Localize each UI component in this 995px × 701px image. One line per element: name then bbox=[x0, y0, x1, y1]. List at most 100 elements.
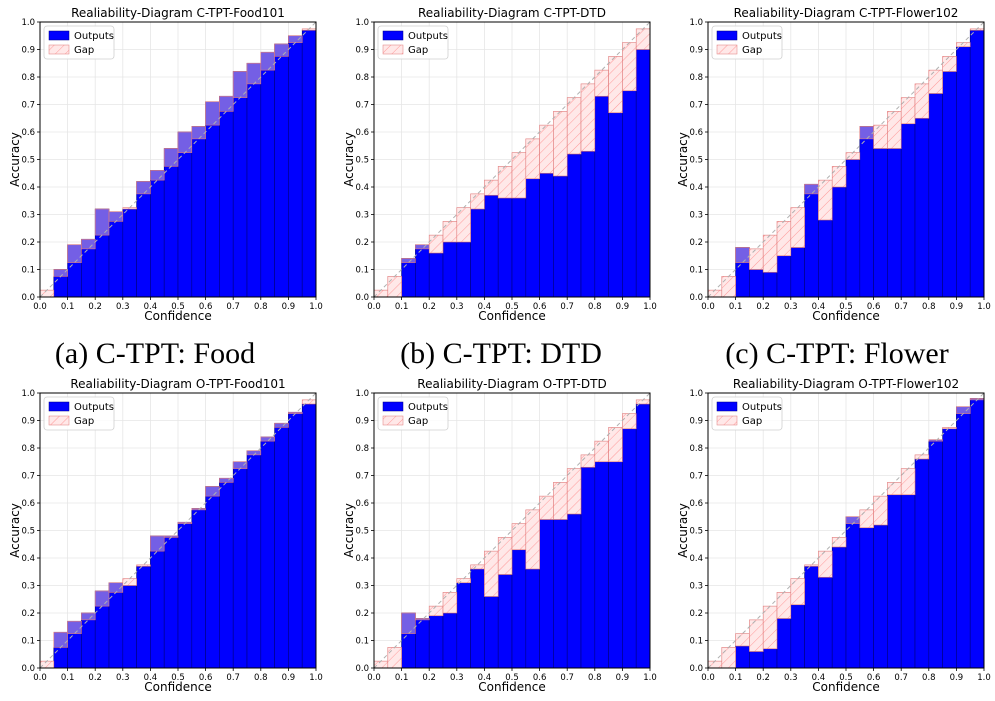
y-tick-label: 0.3 bbox=[689, 582, 703, 592]
x-tick-label: 0.8 bbox=[254, 302, 268, 312]
gap-bar bbox=[859, 126, 874, 140]
x-tick-label: 1.0 bbox=[977, 673, 991, 683]
legend: Outputs Gap bbox=[711, 396, 783, 431]
output-bar bbox=[484, 194, 499, 298]
gap-bar bbox=[191, 126, 206, 140]
x-tick-label: 0.0 bbox=[701, 673, 715, 683]
y-tick-label: 1.0 bbox=[689, 18, 703, 28]
legend-label-outputs: Outputs bbox=[74, 31, 114, 42]
x-tick-label: 0.6 bbox=[867, 302, 881, 312]
y-tick-label: 1.0 bbox=[21, 18, 35, 28]
x-tick-label: 0.1 bbox=[61, 302, 75, 312]
gap-bar bbox=[539, 124, 554, 174]
output-bar bbox=[900, 494, 916, 669]
gap-bar bbox=[735, 633, 750, 647]
output-bar bbox=[804, 565, 819, 669]
output-bar bbox=[762, 271, 778, 298]
x-tick-label: 0.6 bbox=[867, 673, 881, 683]
legend-label-gap: Gap bbox=[408, 416, 428, 427]
reliability-chart-2: 0.00.0 0.1 0.1 0.2 0.2 0.3 0.3 0.4 0.4 0.5 0.5 0.6 0… bbox=[342, 6, 657, 323]
output-bar bbox=[776, 618, 792, 669]
output-bar bbox=[831, 186, 847, 298]
output-bar bbox=[497, 574, 513, 669]
x-tick-label: 0.8 bbox=[922, 673, 936, 683]
output-bar bbox=[108, 582, 124, 669]
legend-swatch-gap bbox=[716, 44, 738, 55]
gap-bar bbox=[707, 289, 723, 298]
gap-bar bbox=[94, 590, 110, 607]
output-bar bbox=[928, 439, 943, 669]
gap-bar bbox=[956, 406, 971, 414]
output-bar bbox=[594, 461, 609, 669]
reliability-chart-6: 0.00.0 0.1 0.1 0.2 0.2 0.3 0.3 0.4 0.4 0.5 0.5 0.6 0… bbox=[676, 377, 991, 694]
gap-bar bbox=[831, 166, 847, 188]
y-tick-label: 0.7 bbox=[355, 472, 369, 482]
y-tick-label: 0.0 bbox=[689, 293, 703, 303]
legend-swatch-outputs bbox=[716, 30, 738, 41]
y-tick-label: 0.7 bbox=[21, 101, 35, 111]
gap-bar bbox=[566, 97, 582, 155]
output-bar bbox=[735, 645, 750, 669]
output-bar bbox=[205, 101, 220, 298]
y-tick-label: 0.8 bbox=[355, 444, 369, 454]
y-tick-label: 1.0 bbox=[689, 389, 703, 399]
legend-label-gap: Gap bbox=[742, 416, 762, 427]
y-tick-label: 0.7 bbox=[689, 472, 703, 482]
gap-bar bbox=[928, 69, 943, 94]
y-tick-label: 0.2 bbox=[689, 238, 703, 248]
gap-bar bbox=[749, 619, 764, 652]
output-bar bbox=[928, 93, 943, 298]
y-tick-label: 0.7 bbox=[21, 472, 35, 482]
y-tick-label: 0.1 bbox=[355, 637, 369, 647]
gap-bar bbox=[622, 413, 637, 430]
gap-bar bbox=[580, 454, 596, 468]
x-tick-label: 0.0 bbox=[367, 673, 381, 683]
legend-label-gap: Gap bbox=[408, 45, 428, 56]
gap-bar bbox=[67, 620, 82, 634]
perfect-calibration-line bbox=[39, 21, 317, 298]
output-bar bbox=[511, 549, 527, 669]
x-tick-label: 0.7 bbox=[560, 302, 574, 312]
output-bar bbox=[246, 62, 262, 298]
output-bar bbox=[191, 126, 206, 298]
y-tick-label: 0.2 bbox=[21, 238, 35, 248]
output-bar bbox=[873, 148, 888, 298]
x-tick-label: 0.2 bbox=[422, 302, 436, 312]
legend-swatch-outputs bbox=[48, 401, 70, 412]
output-bar bbox=[428, 615, 444, 669]
x-tick-label: 0.4 bbox=[478, 673, 492, 683]
output-bar bbox=[177, 521, 193, 669]
y-tick-label: 0.4 bbox=[355, 554, 369, 564]
gap-bar bbox=[260, 436, 275, 442]
x-tick-label: 0.9 bbox=[616, 673, 630, 683]
x-tick-label: 0.5 bbox=[505, 302, 519, 312]
y-tick-label: 0.3 bbox=[21, 582, 35, 592]
gap-bar bbox=[762, 605, 778, 650]
gap-bar bbox=[205, 486, 220, 497]
output-bar bbox=[566, 153, 582, 298]
output-bar bbox=[553, 175, 568, 298]
x-tick-label: 0.4 bbox=[812, 673, 826, 683]
x-tick-label: 0.3 bbox=[784, 673, 798, 683]
gap-bar bbox=[804, 564, 819, 567]
output-bar bbox=[749, 651, 764, 669]
x-tick-label: 0.0 bbox=[701, 302, 715, 312]
gap-bar bbox=[525, 509, 540, 570]
y-tick-label: 0.2 bbox=[21, 609, 35, 619]
x-tick-label: 0.7 bbox=[894, 673, 908, 683]
output-bar bbox=[859, 126, 874, 298]
x-tick-label: 0.5 bbox=[839, 673, 853, 683]
output-bar bbox=[274, 43, 289, 298]
output-bar bbox=[845, 516, 861, 669]
y-tick-label: 0.0 bbox=[689, 664, 703, 674]
output-bar bbox=[942, 428, 957, 669]
gap-bar bbox=[136, 181, 151, 195]
output-bar bbox=[956, 46, 971, 298]
gap-bar bbox=[415, 618, 430, 621]
legend: Outputs Gap bbox=[377, 25, 449, 60]
gap-bar bbox=[274, 43, 289, 57]
gap-bar bbox=[539, 495, 554, 520]
reliability-chart-5: 0.00.0 0.1 0.1 0.2 0.2 0.3 0.3 0.4 0.4 0.5 0.5 0.6 0… bbox=[342, 377, 657, 694]
gap-bar bbox=[900, 97, 916, 125]
legend-label-outputs: Outputs bbox=[742, 402, 782, 413]
